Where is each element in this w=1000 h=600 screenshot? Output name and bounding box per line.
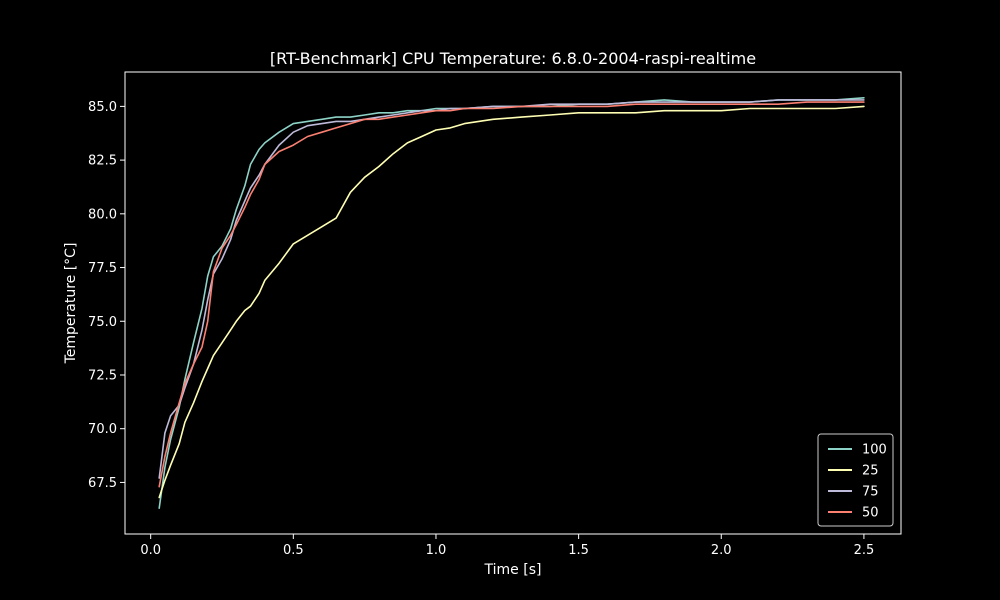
y-tick-label: 67.5 <box>88 476 117 491</box>
y-axis: 67.5 70.0 72.5 75.0 77.5 80.0 82.5 85.0 <box>88 100 125 491</box>
legend: 100 25 75 50 <box>817 433 894 527</box>
y-tick-label: 72.5 <box>88 368 117 383</box>
y-tick-label: 70.0 <box>88 422 117 437</box>
x-axis: 0.0 0.5 1.0 1.5 2.0 2.5 <box>140 534 874 558</box>
legend-label-50: 50 <box>862 506 879 521</box>
y-axis-label: Temperature [°C] <box>63 243 79 365</box>
x-tick-label: 0.0 <box>140 543 161 558</box>
chart-title: [RT-Benchmark] CPU Temperature: 6.8.0-20… <box>270 49 756 68</box>
y-tick-label: 75.0 <box>88 315 117 330</box>
x-tick-label: 2.0 <box>711 543 732 558</box>
x-tick-label: 0.5 <box>283 543 304 558</box>
y-tick-label: 85.0 <box>88 100 117 115</box>
legend-label-100: 100 <box>862 443 887 458</box>
y-tick-label: 82.5 <box>88 154 117 169</box>
x-tick-label: 1.0 <box>426 543 447 558</box>
series-line-100 <box>158 97 865 510</box>
series-line-75 <box>158 99 865 479</box>
series-line-25 <box>158 105 865 499</box>
legend-box <box>817 433 894 527</box>
legend-label-75: 75 <box>862 485 879 500</box>
x-tick-label: 2.5 <box>854 543 875 558</box>
series-group <box>158 97 865 510</box>
y-tick-label: 80.0 <box>88 207 117 222</box>
plot-area <box>124 71 902 535</box>
x-axis-label: Time [s] <box>484 562 542 578</box>
series-line-50 <box>158 101 865 488</box>
y-tick-label: 77.5 <box>88 261 117 276</box>
x-tick-label: 1.5 <box>568 543 589 558</box>
legend-label-25: 25 <box>862 464 879 479</box>
